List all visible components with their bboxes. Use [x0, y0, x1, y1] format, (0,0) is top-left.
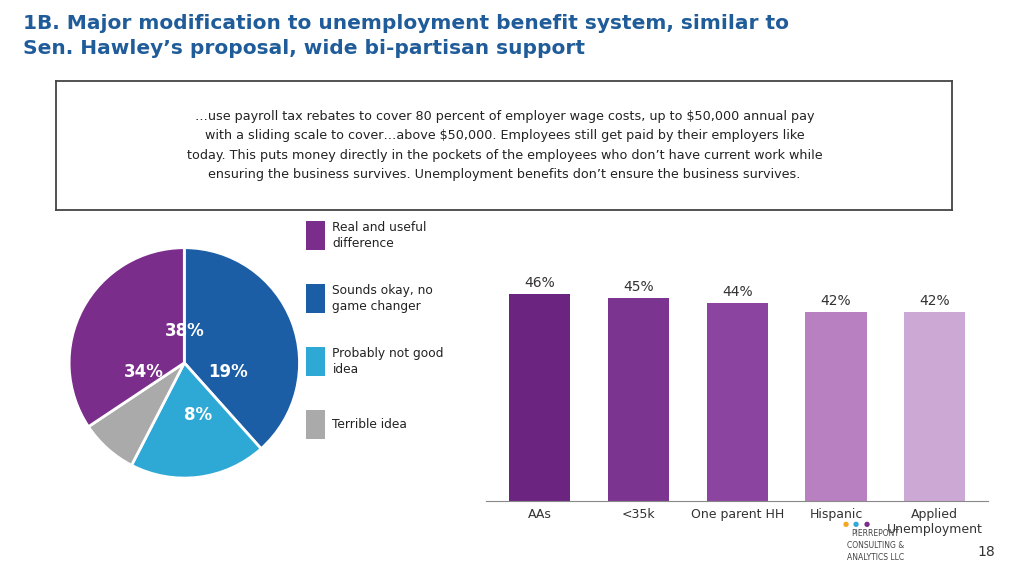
Text: Sounds okay, no
game changer: Sounds okay, no game changer: [333, 284, 433, 313]
Text: Probably not good
idea: Probably not good idea: [333, 347, 443, 376]
Bar: [306, 221, 325, 251]
Text: 45%: 45%: [624, 281, 654, 294]
Text: Terrible idea: Terrible idea: [333, 418, 408, 431]
Text: ●: ●: [843, 521, 849, 527]
Text: 42%: 42%: [820, 294, 851, 308]
Text: 38%: 38%: [165, 321, 204, 340]
Text: PIERREPONT
CONSULTING &
ANALYTICS LLC: PIERREPONT CONSULTING & ANALYTICS LLC: [847, 529, 904, 562]
Text: 34%: 34%: [124, 363, 164, 381]
Bar: [806, 312, 866, 501]
Wedge shape: [184, 248, 299, 449]
Bar: [608, 298, 669, 501]
Wedge shape: [70, 248, 184, 427]
Text: 46%: 46%: [524, 276, 555, 290]
Text: 8%: 8%: [184, 406, 212, 424]
Text: 44%: 44%: [722, 285, 753, 299]
Text: Likely voters who
chose “a real and
useful difference”: Likely voters who chose “a real and usef…: [810, 140, 946, 191]
Text: 1B. Major modification to unemployment benefit system, similar to
Sen. Hawley’s : 1B. Major modification to unemployment b…: [23, 14, 788, 58]
Text: Real and useful
difference: Real and useful difference: [333, 221, 427, 251]
Bar: [306, 410, 325, 439]
Text: ●: ●: [853, 521, 859, 527]
Bar: [509, 294, 570, 501]
Wedge shape: [88, 363, 184, 465]
Bar: [306, 347, 325, 376]
Text: ●: ●: [863, 521, 869, 527]
Text: 42%: 42%: [920, 294, 950, 308]
Bar: [306, 284, 325, 313]
Text: 18: 18: [978, 545, 995, 559]
Bar: [904, 312, 966, 501]
Wedge shape: [131, 363, 261, 478]
Text: …use payroll tax rebates to cover 80 percent of employer wage costs, up to $50,0: …use payroll tax rebates to cover 80 per…: [186, 109, 822, 181]
Bar: [707, 302, 768, 501]
Text: 19%: 19%: [208, 363, 248, 381]
